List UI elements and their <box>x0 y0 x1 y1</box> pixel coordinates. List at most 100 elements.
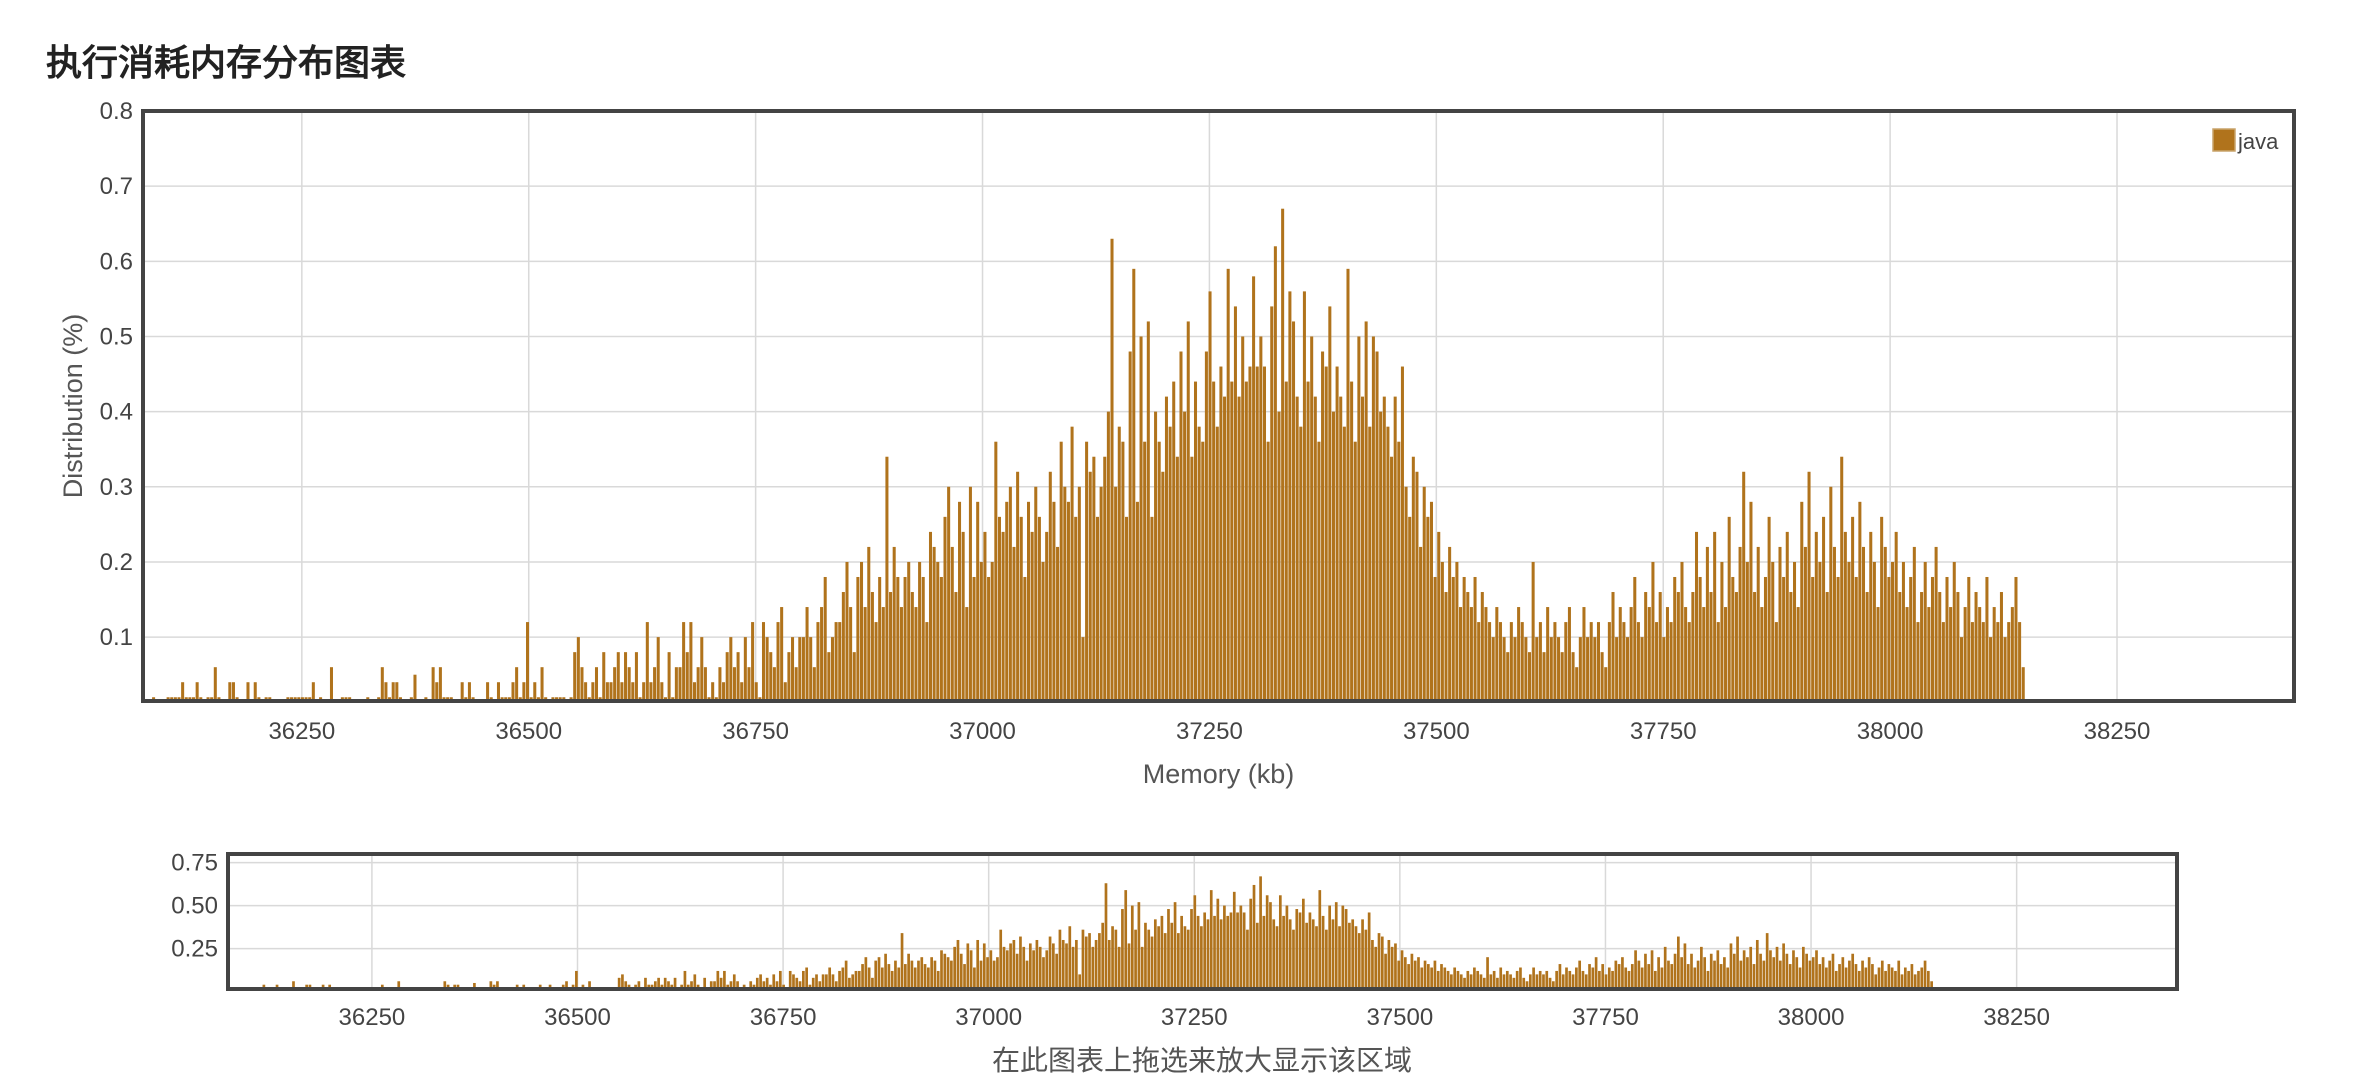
bar <box>561 984 565 989</box>
bar <box>801 637 805 701</box>
bar <box>1404 486 1408 701</box>
bar <box>1970 622 1974 701</box>
bar <box>1934 546 1938 701</box>
bar <box>1927 607 1931 701</box>
bar <box>956 939 960 989</box>
main-x-ticks: 36250 36500 36750 37000 37250 37500 37750 38000… <box>268 718 2150 745</box>
bar <box>2021 667 2025 701</box>
bar <box>1469 974 1473 989</box>
bar <box>1302 898 1305 989</box>
bar <box>852 652 856 701</box>
bar <box>667 981 670 989</box>
bar <box>1288 919 1292 989</box>
bar <box>1844 967 1848 989</box>
bar <box>1604 974 1608 989</box>
bar <box>653 667 657 701</box>
bar <box>435 682 439 701</box>
bar <box>644 977 647 989</box>
bar <box>1353 441 1357 701</box>
bar <box>660 984 664 989</box>
bar <box>954 592 958 701</box>
bar <box>1242 912 1246 989</box>
bar <box>920 957 924 989</box>
bar <box>887 964 891 989</box>
bar <box>1825 967 1828 989</box>
bar <box>805 607 809 701</box>
bar <box>1459 607 1463 701</box>
bar <box>863 607 867 701</box>
legend[interactable]: java <box>2212 128 2279 154</box>
bar <box>1479 974 1483 989</box>
x-axis-label: Memory (kb) <box>1143 759 1295 789</box>
bar <box>1749 501 1753 701</box>
bar <box>907 561 911 701</box>
bar <box>1923 561 1927 701</box>
bar <box>783 682 787 701</box>
bar <box>1196 915 1200 989</box>
bar <box>1505 970 1509 989</box>
x-tick-label: 37500 <box>1403 718 1470 745</box>
bar <box>1775 946 1779 989</box>
bar <box>1861 960 1864 989</box>
bar <box>930 957 933 989</box>
bar <box>391 682 395 701</box>
bar <box>1742 950 1746 989</box>
zoom-hint: 在此图表上拖选来放大显示该区域 <box>992 1044 1412 1077</box>
bar <box>1476 970 1480 989</box>
bar <box>1091 946 1095 989</box>
bar <box>940 950 943 989</box>
bar <box>637 981 641 989</box>
bar <box>496 981 499 989</box>
bar <box>496 682 500 701</box>
bar <box>446 984 450 989</box>
bar <box>1836 576 1840 701</box>
bar <box>1249 898 1253 989</box>
bar <box>1618 607 1622 701</box>
bar <box>2003 637 2007 701</box>
bar <box>1564 622 1568 701</box>
bar <box>1023 576 1027 701</box>
bar <box>1037 516 1041 701</box>
bar <box>1008 486 1012 701</box>
bar <box>1890 967 1894 989</box>
bar <box>1259 336 1263 701</box>
bar <box>927 967 930 989</box>
bar <box>1440 964 1443 989</box>
legend-swatch-java <box>2212 128 2236 152</box>
bar <box>1884 970 1887 989</box>
bar <box>1200 926 1203 989</box>
bar <box>1858 501 1862 701</box>
bar <box>1491 637 1495 701</box>
bar <box>195 682 199 701</box>
bar <box>213 667 217 701</box>
bar <box>1611 970 1614 989</box>
bar <box>1622 622 1626 701</box>
bar <box>1437 531 1441 701</box>
bar <box>1390 456 1394 701</box>
bar <box>1246 929 1249 989</box>
bar <box>460 682 464 701</box>
bar <box>1901 561 1905 701</box>
bar <box>1917 970 1920 989</box>
navigator-frame[interactable] <box>226 852 2179 991</box>
bar <box>749 981 753 989</box>
bar <box>870 592 874 701</box>
bar <box>1811 957 1815 989</box>
bar <box>1713 531 1717 701</box>
bar <box>1686 964 1690 989</box>
bar <box>1887 576 1891 701</box>
bar <box>1252 884 1256 989</box>
bar <box>693 682 697 701</box>
bar <box>723 970 726 989</box>
bar <box>1752 964 1756 989</box>
bar <box>1614 960 1618 989</box>
bar <box>713 981 716 989</box>
bar <box>1397 441 1401 701</box>
bar <box>1531 561 1535 701</box>
bar <box>1615 637 1619 701</box>
bar <box>1059 441 1063 701</box>
bar <box>1436 970 1440 989</box>
bar <box>1068 926 1072 989</box>
bar <box>1909 576 1913 701</box>
